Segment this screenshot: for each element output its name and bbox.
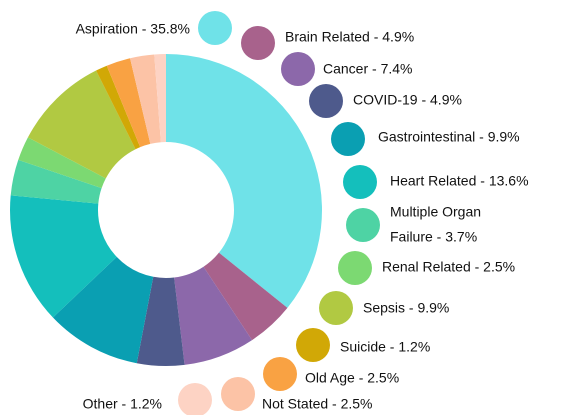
legend-label: Heart Related - 13.6%: [390, 173, 529, 189]
legend-label: Old Age - 2.5%: [305, 370, 399, 386]
legend-label: Other - 1.2%: [83, 396, 162, 412]
legend-label: Failure - 3.7%: [390, 229, 477, 245]
donut-segment: [136, 276, 185, 367]
legend-marker: [221, 377, 255, 411]
donut-segment: [203, 252, 288, 341]
legend-label: Brain Related - 4.9%: [285, 29, 414, 45]
legend-label: Renal Related - 2.5%: [382, 259, 515, 275]
donut-segment: [10, 159, 102, 204]
legend-label: Sepsis - 9.9%: [363, 300, 449, 316]
donut-segment: [174, 266, 253, 365]
legend-label: COVID-19 - 4.9%: [353, 92, 462, 108]
legend-marker: [319, 291, 353, 325]
legend-marker: [343, 165, 377, 199]
legend-label: Aspiration - 35.8%: [76, 21, 190, 37]
legend-marker: [309, 84, 343, 118]
legend-label: Suicide - 1.2%: [340, 339, 430, 355]
legend-marker: [241, 26, 275, 60]
donut-segment: [166, 54, 322, 308]
legend-label: Cancer - 7.4%: [323, 61, 412, 77]
legend-marker: [296, 328, 330, 362]
donut-segment: [130, 54, 161, 144]
donut-segment: [27, 70, 136, 179]
donut-segment: [52, 256, 154, 364]
legend-marker: [198, 11, 232, 45]
legend-marker: [338, 251, 372, 285]
legend-marker: [263, 357, 297, 391]
legend-label: Gastrointestinal - 9.9%: [378, 129, 520, 145]
legend-marker: [346, 208, 380, 242]
donut-segment: [96, 65, 141, 150]
legend-marker: [178, 383, 212, 415]
donut-segment: [106, 58, 151, 148]
legend-label: Not Stated - 2.5%: [262, 396, 373, 412]
donut-segment: [154, 54, 166, 143]
legend-marker: [331, 122, 365, 156]
legend-marker: [281, 52, 315, 86]
donut-segment: [10, 195, 117, 318]
donut-segment: [18, 137, 106, 189]
legend-label: Multiple Organ: [390, 204, 481, 220]
